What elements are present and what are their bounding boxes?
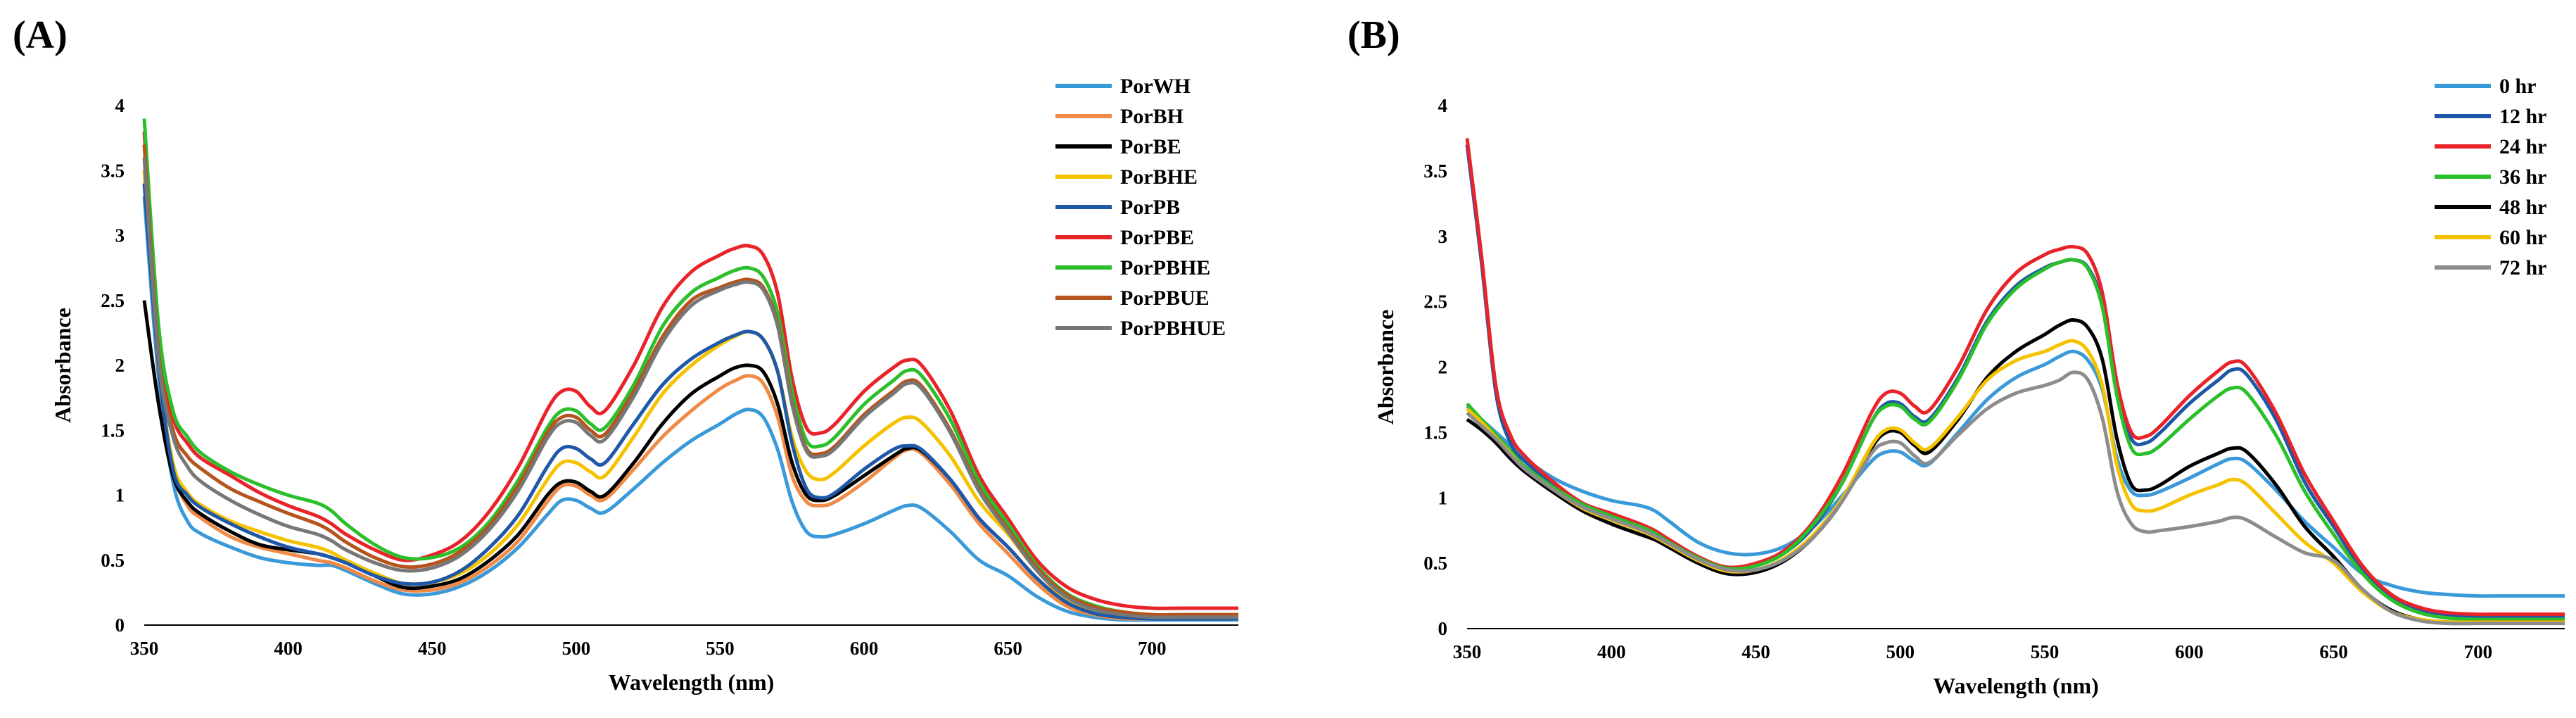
panel-b-y-tick-label: 2.5 [1423, 291, 1447, 313]
panel-b-series-line-48-hr [1466, 318, 2565, 624]
panel-b-y-tick-label: 0 [1438, 618, 1448, 639]
panel-a-legend-item: PorPBHUE [1055, 317, 1226, 340]
panel-a-legend-item: PorBH [1055, 105, 1184, 128]
panel-b-legend-item: 60 hr [2435, 226, 2547, 249]
panel-a-legend-label-porbhe: PorBHE [1120, 165, 1198, 189]
panel-a-legend-label-porpbue: PorPBUE [1120, 286, 1210, 310]
panel-a-x-axis-title: Wavelength (nm) [609, 669, 775, 695]
panel-b-x-tick-label: 350 [1453, 641, 1482, 662]
panel-a-y-tick-label: 4 [115, 95, 125, 116]
panel-b-legend-label-36-hr: 36 hr [2499, 165, 2547, 189]
panel-b-legend-item: 36 hr [2435, 165, 2547, 189]
panel-b-legend-item: 12 hr [2435, 105, 2547, 128]
panel-a-series-line-porwh [142, 196, 1238, 622]
panel-a-y-tick-label: 0.5 [101, 550, 125, 571]
panel-b-series-line-0-hr [1466, 349, 2565, 598]
panel-a-series-line-porpbe [142, 131, 1238, 610]
panel-b-legend-item: 48 hr [2435, 196, 2547, 219]
panel-a-legend-label-porwh: PorWH [1120, 75, 1191, 98]
panel-a-legend-item: PorPBHE [1055, 256, 1210, 279]
panel-b-y-tick-label: 3.5 [1423, 160, 1447, 182]
panel-b-series-line-72-hr [1466, 370, 2565, 626]
panel-a-series [142, 118, 1238, 622]
panel-b-legend-label-0-hr: 0 hr [2499, 75, 2537, 98]
panel-a-series-line-porbe [142, 300, 1238, 621]
panel-a-series-line-porpb [142, 183, 1238, 621]
panel-a-x-tick-label: 650 [994, 638, 1022, 659]
panel-a-series-line-porpbhe [142, 118, 1238, 617]
panel-b-x-tick-label: 400 [1597, 641, 1626, 662]
panel-b-legend: 0 hr 12 hr 24 hr 36 hr 48 hr 60 hr 72 hr [2435, 75, 2547, 279]
panel-b-x-tick-label: 650 [2319, 641, 2348, 662]
panel-a-x-tick-label: 350 [130, 638, 159, 659]
panel-a-x-tick-label: 500 [562, 638, 591, 659]
panel-b-legend-item: 24 hr [2435, 135, 2547, 158]
panel-a-y-tick-label: 2 [115, 355, 125, 376]
panel-b-series-line-24-hr [1465, 138, 2565, 617]
panel-a-series-line-porpbhue [142, 157, 1238, 619]
panel-a-x-ticks: 350 400 450 500 550 600 650 700 [130, 638, 1167, 659]
panel-a-x-tick-label: 700 [1138, 638, 1167, 659]
panel-b-legend-label-72-hr: 72 hr [2499, 256, 2547, 279]
panel-a-y-ticks: 0 0.5 1 1.5 2 2.5 3 3.5 4 [101, 95, 125, 636]
panel-a-y-tick-label: 0 [115, 615, 125, 636]
panel-b-series-line-12-hr [1465, 144, 2565, 619]
panel-a-label: (A) [13, 13, 68, 57]
panel-b-y-tick-label: 1.5 [1423, 422, 1447, 443]
panel-a-x-tick-label: 600 [850, 638, 879, 659]
panel-a: (A) 350 400 450 500 550 600 650 700 0 0.5 1 1.5 2 2.… [13, 13, 1238, 695]
panel-a-series-line-porbhe [142, 170, 1238, 619]
panel-b-legend-label-12-hr: 12 hr [2499, 105, 2547, 128]
panel-b: (B) 350 400 450 500 550 600 650 700 0 0.5 1 1.5 2 2.… [1347, 13, 2565, 698]
panel-b-x-tick-label: 500 [1886, 641, 1915, 662]
panel-a-x-tick-label: 400 [274, 638, 303, 659]
panel-a-legend-item: PorPBE [1055, 226, 1194, 249]
panel-b-x-axis-title: Wavelength (nm) [1933, 673, 2099, 698]
panel-a-legend-item: PorPB [1055, 196, 1180, 219]
panel-a-y-axis-title: Absorbance [50, 308, 75, 423]
panel-a-legend-label-porpbhe: PorPBHE [1120, 256, 1210, 279]
panel-b-x-tick-label: 550 [2031, 641, 2060, 662]
panel-a-series-line-porbh [142, 170, 1238, 621]
panel-a-y-tick-label: 2.5 [101, 290, 125, 311]
panel-a-legend-label-porbe: PorBE [1120, 135, 1181, 158]
panel-b-y-axis-title: Absorbance [1373, 310, 1398, 425]
panel-a-legend-item: PorBE [1055, 135, 1181, 158]
panel-b-label: (B) [1347, 13, 1400, 57]
panel-b-legend-item: 72 hr [2435, 256, 2547, 279]
panel-a-legend-item: PorPBUE [1055, 286, 1210, 310]
panel-b-series-line-36-hr [1466, 258, 2565, 622]
panel-b-y-tick-label: 0.5 [1423, 553, 1447, 574]
panel-a-legend-label-porpbhue: PorPBHUE [1120, 317, 1226, 340]
panel-a-legend-label-porpbe: PorPBE [1120, 226, 1194, 249]
panel-b-y-tick-label: 1 [1438, 487, 1448, 508]
panel-b-legend-label-48-hr: 48 hr [2499, 196, 2547, 219]
panel-b-series-line-60-hr [1466, 339, 2565, 624]
panel-a-legend-item: PorWH [1055, 75, 1191, 98]
panel-a-legend-item: PorBHE [1055, 165, 1198, 189]
panel-b-x-tick-label: 450 [1741, 641, 1770, 662]
panel-a-y-tick-label: 1 [115, 485, 125, 506]
panel-a-x-tick-label: 550 [706, 638, 735, 659]
panel-a-legend-label-porpb: PorPB [1120, 196, 1180, 219]
panel-a-y-tick-label: 3.5 [101, 160, 125, 181]
panel-a-y-tick-label: 3 [115, 225, 125, 246]
panel-b-y-ticks: 0 0.5 1 1.5 2 2.5 3 3.5 4 [1423, 95, 1447, 639]
panel-b-legend-label-60-hr: 60 hr [2499, 226, 2547, 249]
panel-b-legend-label-24-hr: 24 hr [2499, 135, 2547, 158]
panel-b-y-tick-label: 2 [1438, 357, 1448, 378]
panel-b-y-tick-label: 4 [1438, 95, 1448, 116]
panel-b-x-tick-label: 600 [2175, 641, 2204, 662]
panel-a-legend: PorWH PorBH PorBE PorBHE PorPB PorPBE PorPBHE P… [1055, 75, 1226, 340]
panel-b-x-tick-label: 700 [2464, 641, 2493, 662]
panel-a-legend-label-porbh: PorBH [1120, 105, 1184, 128]
panel-b-legend-item: 0 hr [2435, 75, 2537, 98]
panel-a-x-tick-label: 450 [418, 638, 447, 659]
panel-b-x-ticks: 350 400 450 500 550 600 650 700 [1453, 641, 2492, 662]
panel-b-y-tick-label: 3 [1438, 226, 1448, 247]
panel-a-y-tick-label: 1.5 [101, 420, 125, 441]
panel-b-series [1465, 138, 2565, 626]
